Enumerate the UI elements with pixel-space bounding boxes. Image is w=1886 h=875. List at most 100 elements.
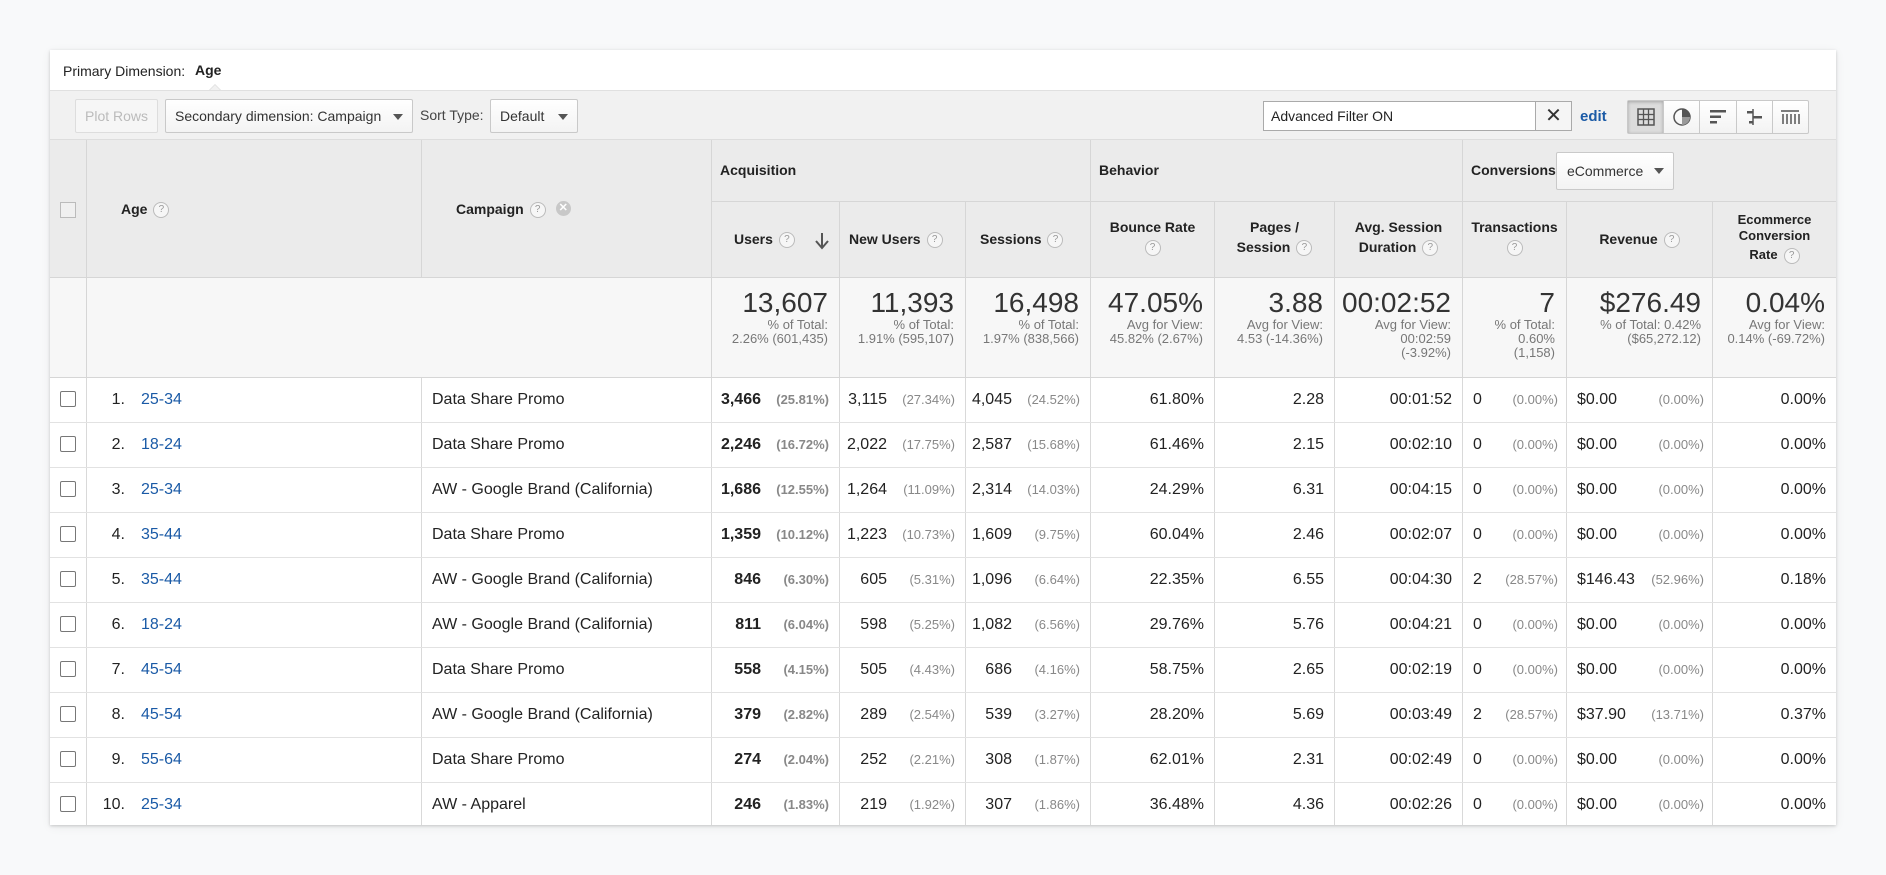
users-percent: (4.15%): [783, 662, 829, 677]
bounce-rate-cell: 61.46%: [1091, 423, 1215, 467]
help-icon[interactable]: ?: [1422, 240, 1439, 257]
remove-dimension-icon[interactable]: ✕: [555, 201, 571, 216]
new-users-percent: (11.09%): [903, 482, 955, 497]
help-icon[interactable]: ?: [778, 232, 795, 249]
row-checkbox[interactable]: [60, 751, 76, 767]
help-icon[interactable]: ?: [1506, 240, 1523, 257]
plot-rows-button[interactable]: Plot Rows: [75, 99, 158, 133]
totals-label-cell: [87, 278, 712, 378]
age-cell: 8. 45-54: [87, 693, 422, 737]
new-users-total: 11,393% of Total: 1.91% (595,107): [840, 278, 966, 378]
pie-view-button[interactable]: [1664, 101, 1701, 133]
view-toggle-group: [1627, 100, 1809, 134]
campaign-cell: AW - Google Brand (California): [422, 603, 712, 647]
help-icon[interactable]: ?: [1047, 232, 1064, 249]
transactions-value: 2: [1473, 706, 1482, 723]
row-checkbox[interactable]: [60, 391, 76, 407]
row-checkbox[interactable]: [60, 661, 76, 677]
transactions-value: 0: [1473, 526, 1482, 543]
edit-filter-link[interactable]: edit: [1580, 108, 1607, 125]
age-link[interactable]: 45-54: [141, 661, 182, 678]
age-link[interactable]: 45-54: [141, 706, 182, 723]
acquisition-label: Acquisition: [720, 162, 797, 178]
users-value: 246: [734, 796, 761, 813]
help-icon[interactable]: ?: [926, 232, 943, 249]
pivot-view-button[interactable]: [1773, 101, 1808, 133]
bounce-rate-cell: 58.75%: [1091, 648, 1215, 692]
row-checkbox[interactable]: [60, 481, 76, 497]
table-row: 1. 25-34 Data Share Promo 3,466 (25.81%) …: [50, 378, 1836, 423]
age-link[interactable]: 18-24: [141, 616, 182, 633]
pages-session-column-header[interactable]: Pages / Session?: [1215, 202, 1335, 278]
revenue-value: $0.00: [1577, 526, 1618, 543]
users-header-label: Users: [734, 231, 773, 247]
table-row: 9. 55-64 Data Share Promo 274 (2.04%) 252…: [50, 738, 1836, 783]
transactions-cell: 0 (0.00%): [1463, 468, 1567, 512]
avg-duration-cell: 00:01:52: [1335, 378, 1463, 422]
row-select-cell: [50, 378, 87, 422]
transactions-value: 2: [1473, 571, 1482, 588]
row-checkbox[interactable]: [60, 616, 76, 632]
row-checkbox[interactable]: [60, 436, 76, 452]
primary-dimension-age[interactable]: Age: [195, 62, 222, 78]
row-index: 3.: [111, 481, 125, 498]
help-icon[interactable]: ?: [1663, 232, 1680, 249]
advanced-filter-input[interactable]: Advanced Filter ON: [1263, 101, 1536, 131]
clear-filter-button[interactable]: ✕: [1536, 101, 1572, 131]
age-link[interactable]: 35-44: [141, 571, 182, 588]
sessions-cell: 2,587 (15.68%): [966, 423, 1091, 467]
new-users-column-header[interactable]: New Users?: [840, 202, 966, 278]
avg-session-duration-column-header[interactable]: Avg. Session Duration?: [1335, 202, 1463, 278]
bounce-rate-cell: 22.35%: [1091, 558, 1215, 602]
secondary-dimension-label: Secondary dimension: Campaign: [175, 108, 382, 124]
sessions-column-header[interactable]: Sessions?: [966, 202, 1091, 278]
users-cell: 811 (6.04%): [712, 603, 840, 647]
age-link[interactable]: 25-34: [141, 481, 182, 498]
bounce-rate-column-header[interactable]: Bounce Rate ?: [1091, 202, 1215, 278]
help-icon[interactable]: ?: [529, 202, 546, 219]
performance-view-button[interactable]: [1700, 101, 1737, 133]
revenue-cell: $0.00 (0.00%): [1567, 603, 1713, 647]
sort-type-dropdown[interactable]: Default: [490, 99, 578, 133]
users-percent: (6.30%): [783, 572, 829, 587]
row-checkbox[interactable]: [60, 571, 76, 587]
selected-indicator: [208, 84, 222, 91]
age-column-header[interactable]: Age?: [87, 140, 422, 278]
help-icon[interactable]: ?: [1783, 247, 1800, 264]
comparison-view-button[interactable]: [1737, 101, 1773, 133]
new-users-cell: 2,022 (17.75%): [840, 423, 966, 467]
ecommerce-conversion-rate-column-header[interactable]: Ecommerce Conversion Rate?: [1713, 202, 1836, 278]
revenue-column-header[interactable]: Revenue?: [1567, 202, 1713, 278]
secondary-dimension-dropdown[interactable]: Secondary dimension: Campaign: [165, 99, 413, 133]
bounce-rate-cell: 28.20%: [1091, 693, 1215, 737]
age-link[interactable]: 18-24: [141, 436, 182, 453]
sessions-percent: (9.75%): [1034, 527, 1080, 542]
row-checkbox[interactable]: [60, 706, 76, 722]
comparison-view-icon: [1747, 109, 1763, 125]
table-view-button[interactable]: [1628, 101, 1665, 133]
acquisition-group-header: Acquisition: [712, 140, 1091, 202]
revenue-cell: $0.00 (0.00%): [1567, 513, 1713, 557]
age-link[interactable]: 25-34: [141, 796, 182, 813]
age-link[interactable]: 55-64: [141, 751, 182, 768]
revenue-cell: $0.00 (0.00%): [1567, 468, 1713, 512]
row-checkbox[interactable]: [60, 526, 76, 542]
age-link[interactable]: 35-44: [141, 526, 182, 543]
transactions-column-header[interactable]: Transactions ?: [1463, 202, 1567, 278]
campaign-column-header[interactable]: Campaign? ✕: [422, 140, 712, 278]
revenue-value: $146.43: [1577, 571, 1635, 588]
users-column-header[interactable]: Users?: [712, 202, 840, 278]
new-users-percent: (17.75%): [902, 437, 955, 452]
help-icon[interactable]: ?: [1144, 240, 1161, 257]
users-cell: 274 (2.04%): [712, 738, 840, 782]
transactions-percent: (0.00%): [1512, 437, 1558, 452]
new-users-percent: (2.54%): [909, 707, 955, 722]
revenue-value: $0.00: [1577, 796, 1618, 813]
age-link[interactable]: 25-34: [141, 391, 182, 408]
transactions-percent: (28.57%): [1505, 707, 1558, 722]
help-icon[interactable]: ?: [153, 202, 170, 219]
help-icon[interactable]: ?: [1296, 240, 1313, 257]
select-all-checkbox[interactable]: [60, 202, 76, 218]
conversions-goal-dropdown[interactable]: eCommerce: [1556, 152, 1674, 190]
row-checkbox[interactable]: [60, 796, 76, 812]
